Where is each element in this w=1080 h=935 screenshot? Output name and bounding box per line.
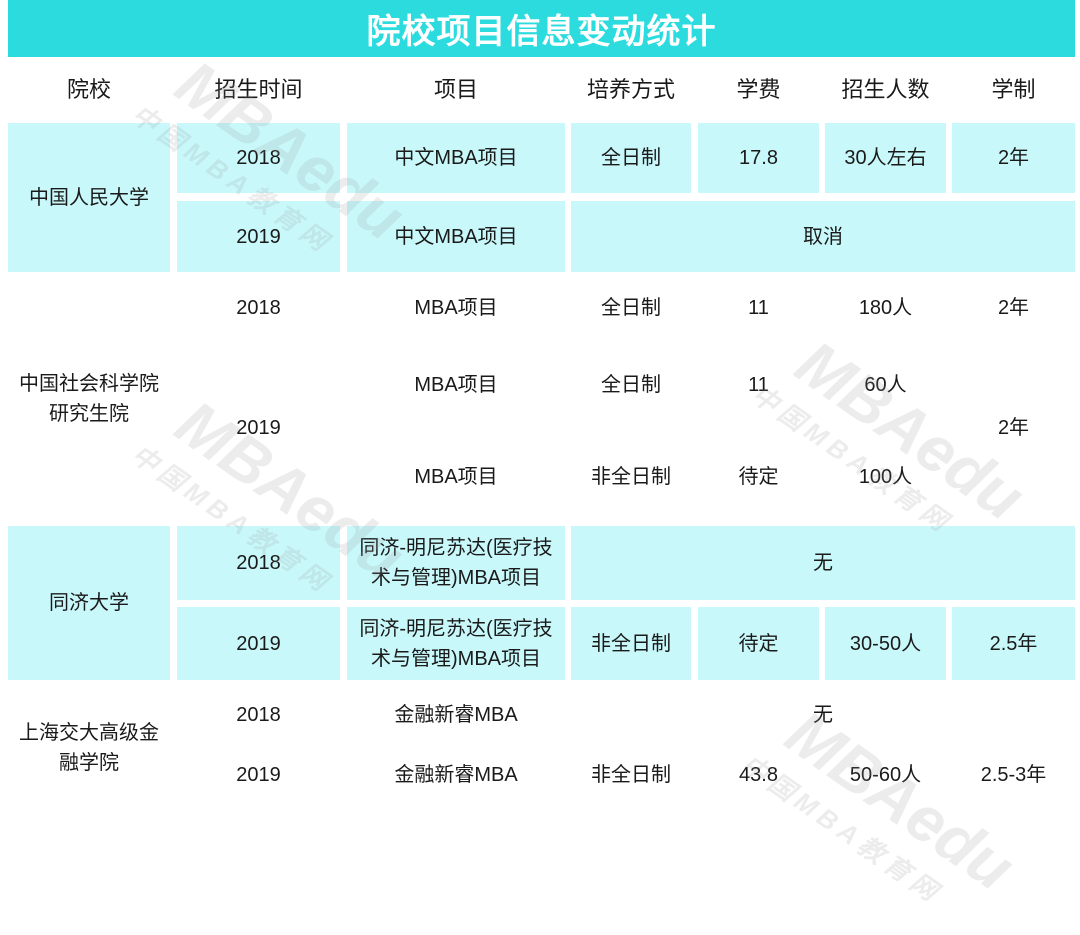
column-header-fee: 学费	[736, 76, 781, 102]
duration-cell: 2年	[952, 123, 1075, 193]
year-cell: 2019	[177, 607, 340, 680]
fee-cell: 43.8	[739, 764, 778, 786]
mode-cell: 全日制	[601, 374, 661, 396]
enrollment-cell: 60人	[864, 374, 907, 396]
status-note-cell: 取消	[571, 201, 1075, 272]
column-header-year: 招生时间	[214, 76, 303, 102]
program-cell: MBA项目	[414, 374, 498, 396]
mode-cell: 非全日制	[571, 607, 691, 680]
mode-cell: 全日制	[601, 296, 661, 319]
duration-cell: 2.5年	[952, 607, 1075, 680]
status-note-cell: 无	[571, 526, 1075, 600]
program-cell: 金融新睿MBA	[394, 764, 518, 786]
column-header-program: 项目	[433, 76, 478, 102]
duration-cell: 2年	[997, 296, 1030, 319]
year-cell: 2018	[177, 123, 340, 193]
school-name-cell: 上海交大高级金融学院	[19, 721, 159, 774]
year-cell: 2018	[236, 704, 281, 726]
page-title: 院校项目信息变动统计	[8, 0, 1075, 57]
fee-cell: 17.8	[698, 123, 819, 193]
program-cell: 中文MBA项目	[347, 123, 565, 193]
status-note-cell: 无	[813, 704, 833, 726]
year-cell: 2019	[236, 416, 281, 439]
mode-cell: 非全日制	[591, 466, 671, 488]
school-name-cell: 中国社会科学院研究生院	[19, 373, 159, 425]
enrollment-cell: 30-50人	[825, 607, 946, 680]
program-cell: MBA项目	[414, 296, 498, 319]
duration-cell: 2年	[997, 416, 1030, 439]
column-header-enrollment: 招生人数	[841, 76, 930, 102]
mode-cell: 全日制	[571, 123, 691, 193]
year-cell: 2019	[236, 764, 281, 786]
program-cell: 金融新睿MBA	[394, 704, 518, 726]
mode-cell: 非全日制	[591, 764, 671, 786]
year-cell: 2019	[177, 201, 340, 272]
school-name-cell: 中国人民大学	[8, 123, 170, 272]
fee-cell: 待定	[738, 466, 779, 488]
fee-cell: 11	[748, 374, 769, 396]
year-cell: 2018	[236, 296, 281, 319]
enrollment-cell: 50-60人	[849, 764, 922, 786]
program-cell: MBA项目	[414, 466, 498, 488]
fee-cell: 11	[748, 296, 769, 319]
program-cell: 同济-明尼苏达(医疗技术与管理)MBA项目	[347, 607, 565, 680]
fee-cell: 待定	[698, 607, 819, 680]
school-name-cell: 同济大学	[8, 526, 170, 680]
column-header-school: 院校	[66, 76, 111, 102]
column-header-mode: 培养方式	[586, 76, 675, 102]
program-cell: 同济-明尼苏达(医疗技术与管理)MBA项目	[347, 526, 565, 600]
duration-cell: 2.5-3年	[980, 764, 1047, 786]
year-cell: 2018	[177, 526, 340, 600]
enrollment-cell: 100人	[858, 466, 913, 488]
enrollment-cell: 30人左右	[825, 123, 946, 193]
program-cell: 中文MBA项目	[347, 201, 565, 272]
enrollment-cell: 180人	[858, 296, 913, 319]
column-header-duration: 学制	[991, 76, 1036, 102]
